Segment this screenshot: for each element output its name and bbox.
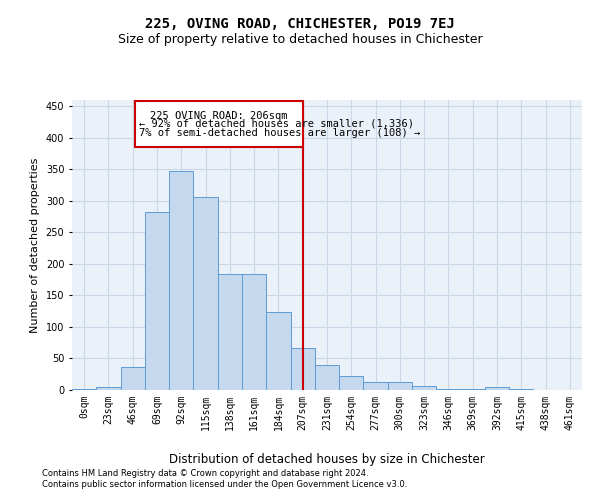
Text: ← 92% of detached houses are smaller (1,336): ← 92% of detached houses are smaller (1,…: [139, 119, 414, 129]
Bar: [145, 212, 169, 390]
Text: 225, OVING ROAD, CHICHESTER, PO19 7EJ: 225, OVING ROAD, CHICHESTER, PO19 7EJ: [145, 18, 455, 32]
Text: Contains public sector information licensed under the Open Government Licence v3: Contains public sector information licen…: [42, 480, 407, 489]
Bar: [290, 348, 315, 390]
Bar: [169, 171, 193, 390]
Bar: [388, 382, 412, 390]
Bar: [72, 388, 96, 390]
Bar: [121, 366, 145, 390]
FancyBboxPatch shape: [135, 102, 303, 148]
Bar: [96, 387, 121, 390]
Bar: [485, 387, 509, 390]
Bar: [266, 312, 290, 390]
Bar: [436, 388, 461, 390]
Bar: [364, 382, 388, 390]
Text: Contains HM Land Registry data © Crown copyright and database right 2024.: Contains HM Land Registry data © Crown c…: [42, 468, 368, 477]
Bar: [242, 274, 266, 390]
Bar: [339, 376, 364, 390]
Text: 225 OVING ROAD: 206sqm: 225 OVING ROAD: 206sqm: [150, 110, 287, 120]
Bar: [218, 274, 242, 390]
Text: Distribution of detached houses by size in Chichester: Distribution of detached houses by size …: [169, 452, 485, 466]
Text: 7% of semi-detached houses are larger (108) →: 7% of semi-detached houses are larger (1…: [139, 128, 420, 138]
Y-axis label: Number of detached properties: Number of detached properties: [30, 158, 40, 332]
Bar: [315, 366, 339, 390]
Bar: [193, 197, 218, 390]
Text: Size of property relative to detached houses in Chichester: Size of property relative to detached ho…: [118, 32, 482, 46]
Bar: [412, 386, 436, 390]
